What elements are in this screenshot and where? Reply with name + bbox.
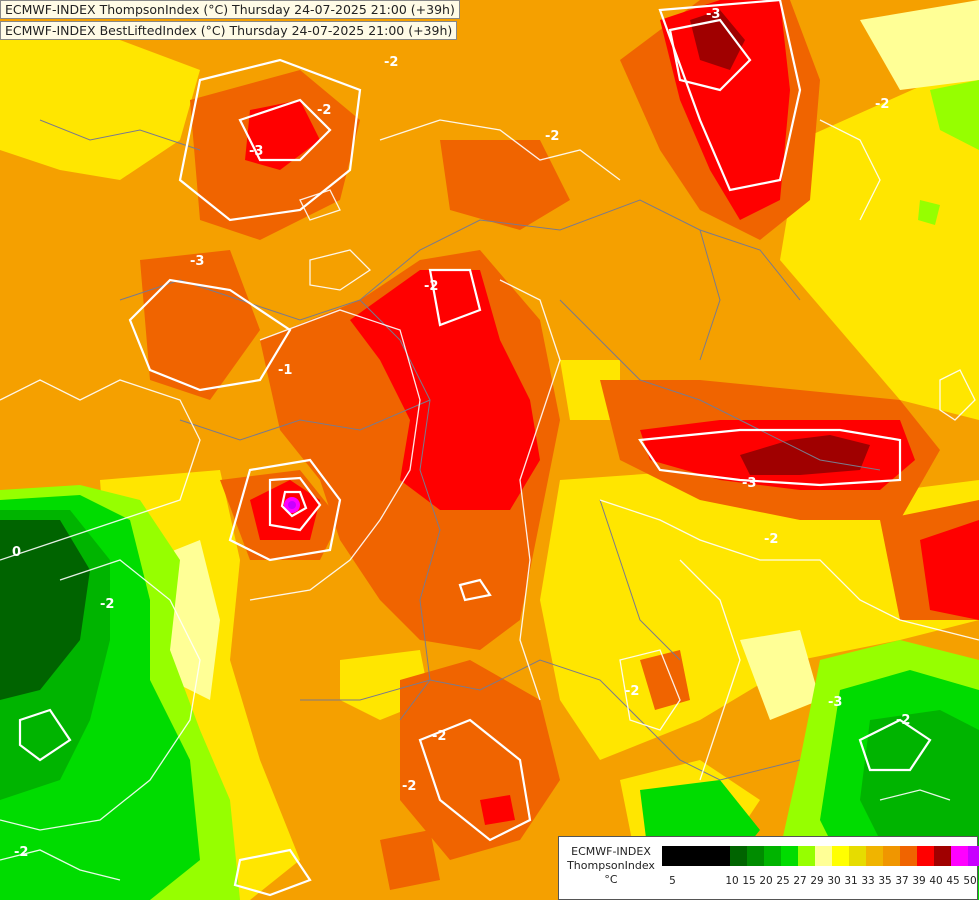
contour-label: -2 (896, 713, 910, 728)
legend-tick: 35 (878, 875, 892, 887)
contour-label: -3 (190, 254, 204, 269)
contour-label: -2 (625, 684, 639, 699)
field-dark-red (690, 10, 870, 475)
legend-swatches (662, 846, 979, 866)
contour-label: -3 (742, 476, 756, 491)
color-legend: ECMWF-INDEX ThompsonIndex °C 5 10 15 20 25 27… (558, 836, 979, 900)
legend-tick: 10 (725, 875, 739, 887)
legend-swatch (832, 846, 849, 866)
legend-tick: 29 (810, 875, 824, 887)
legend-tick: 40 (929, 875, 943, 887)
contour-label: -2 (424, 279, 438, 294)
legend-tick: 50 (963, 875, 977, 887)
contour-label: -2 (545, 129, 559, 144)
legend-tick: 25 (776, 875, 790, 887)
contour-label: -2 (402, 779, 416, 794)
contour-label: -2 (100, 597, 114, 612)
legend-tick: 20 (759, 875, 773, 887)
legend-tick: 27 (793, 875, 807, 887)
contour-label: -2 (317, 103, 331, 118)
contour-label: -3 (706, 7, 720, 22)
contour-label: -2 (764, 532, 778, 547)
legend-swatch (866, 846, 883, 866)
legend-tick: 15 (742, 875, 756, 887)
legend-tick: 5 (669, 875, 676, 887)
legend-swatch (883, 846, 900, 866)
contour-label: -3 (249, 144, 263, 159)
legend-tick: 30 (827, 875, 841, 887)
legend-swatch (917, 846, 934, 866)
field-red (245, 0, 979, 825)
legend-swatch (968, 846, 979, 866)
legend-swatch (730, 846, 747, 866)
legend-tick: 31 (844, 875, 858, 887)
map-title-thompson: ECMWF-INDEX ThompsonIndex (°C) Thursday … (0, 0, 460, 19)
legend-swatch (849, 846, 866, 866)
legend-swatch (679, 846, 696, 866)
lifted-index-contours-thin (0, 119, 979, 881)
legend-swatch (747, 846, 764, 866)
contour-label: -2 (875, 97, 889, 112)
legend-label-model: ECMWF-INDEX (571, 845, 651, 858)
legend-tick: 37 (895, 875, 909, 887)
field-magenta (284, 497, 300, 513)
legend-swatch (934, 846, 951, 866)
map-title-lifted: ECMWF-INDEX BestLiftedIndex (°C) Thursda… (0, 21, 458, 40)
legend-tick: 33 (861, 875, 875, 887)
legend-label-index: ThompsonIndex (567, 859, 655, 872)
contour-label: -3 (828, 695, 842, 710)
legend-label-unit: °C (604, 873, 618, 886)
contour-label-group: -3 -2 -3 -2 -3 -2 0 -2 -2 -3 -2 -2 -2 -2… (12, 7, 910, 860)
legend-swatch (951, 846, 968, 866)
contour-label: -2 (14, 845, 28, 860)
legend-swatch (798, 846, 815, 866)
legend-swatch (781, 846, 798, 866)
legend-swatch (662, 846, 679, 866)
contour-label: -1 (278, 363, 292, 378)
legend-swatch (764, 846, 781, 866)
contour-label: -2 (432, 729, 446, 744)
country-borders (39, 119, 881, 781)
lifted-index-contours (18, 0, 932, 897)
contour-label: -2 (384, 55, 398, 70)
legend-tick: 45 (946, 875, 960, 887)
legend-swatch (900, 846, 917, 866)
legend-tick: 39 (912, 875, 926, 887)
legend-swatch (815, 846, 832, 866)
legend-swatch (696, 846, 713, 866)
legend-label: ECMWF-INDEX ThompsonIndex °C (563, 845, 659, 887)
legend-swatch (713, 846, 730, 866)
contour-label: 0 (12, 545, 21, 560)
